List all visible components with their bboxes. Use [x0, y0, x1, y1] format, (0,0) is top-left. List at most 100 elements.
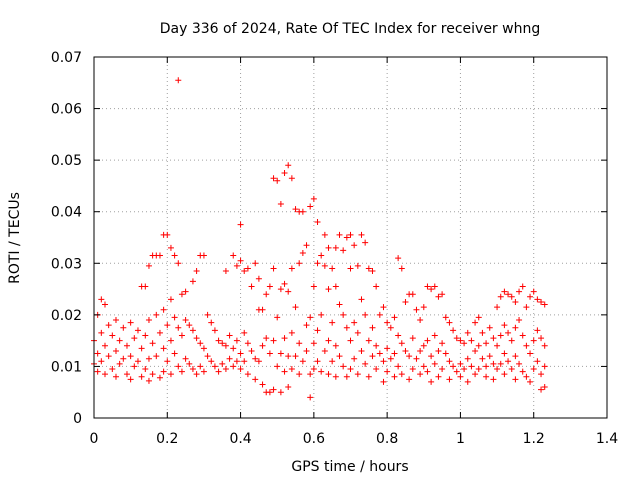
- x-tick-labels: 0 0.2 0.4 0.6 0.8 1 1.2 1.4: [90, 431, 619, 447]
- data-point: [248, 347, 255, 354]
- data-point: [281, 280, 288, 287]
- data-point: [508, 293, 515, 300]
- data-point: [307, 203, 314, 210]
- data-point: [222, 268, 229, 275]
- data-point: [241, 268, 248, 275]
- data-point: [296, 340, 303, 347]
- data-point: [310, 283, 317, 290]
- data-point: [299, 358, 306, 365]
- data-point: [310, 366, 317, 373]
- data-point: [538, 386, 545, 393]
- data-point: [182, 317, 189, 324]
- data-point: [446, 319, 453, 326]
- data-point: [160, 306, 167, 313]
- data-point: [512, 376, 519, 383]
- data-point: [475, 342, 482, 349]
- data-point: [160, 368, 167, 375]
- data-point: [442, 314, 449, 321]
- data-point: [109, 332, 116, 339]
- data-point: [530, 288, 537, 295]
- data-point: [288, 175, 295, 182]
- data-point: [248, 283, 255, 290]
- data-point: [420, 304, 427, 311]
- data-point: [402, 347, 409, 354]
- data-point: [376, 311, 383, 318]
- data-point: [490, 360, 497, 367]
- data-point: [303, 242, 310, 249]
- data-point: [409, 291, 416, 298]
- data-point: [153, 353, 160, 360]
- data-point: [288, 265, 295, 272]
- data-point: [164, 231, 171, 238]
- data-point: [252, 260, 259, 267]
- data-point: [343, 373, 350, 380]
- data-point: [314, 219, 321, 226]
- data-point: [453, 368, 460, 375]
- data-point: [142, 366, 149, 373]
- data-point: [457, 337, 464, 344]
- data-point: [134, 358, 141, 365]
- data-point: [145, 262, 152, 269]
- data-point: [175, 260, 182, 267]
- data-point: [303, 347, 310, 354]
- data-point: [446, 358, 453, 365]
- data-point: [252, 376, 259, 383]
- data-points: [91, 77, 548, 401]
- data-point: [483, 363, 490, 370]
- data-point: [131, 335, 138, 342]
- data-point: [116, 360, 123, 367]
- data-point: [171, 252, 178, 259]
- data-point: [193, 268, 200, 275]
- x-tick-label: 0.6: [303, 431, 325, 447]
- data-point: [351, 242, 358, 249]
- data-point: [219, 360, 226, 367]
- x-tick-label: 1.4: [596, 431, 618, 447]
- data-point: [483, 373, 490, 380]
- data-point: [307, 371, 314, 378]
- y-tick-label: 0.03: [51, 256, 82, 272]
- data-point: [215, 337, 222, 344]
- data-point: [530, 366, 537, 373]
- x-tick-label: 0.4: [229, 431, 251, 447]
- data-point: [134, 327, 141, 334]
- data-point: [501, 322, 508, 329]
- data-point: [457, 373, 464, 380]
- data-point: [270, 265, 277, 272]
- data-point: [398, 265, 405, 272]
- data-point: [417, 317, 424, 324]
- data-point: [494, 366, 501, 373]
- data-point: [464, 329, 471, 336]
- data-point: [233, 262, 240, 269]
- data-point: [270, 337, 277, 344]
- plot-frame: [93, 56, 608, 419]
- data-point: [112, 317, 119, 324]
- data-point: [222, 342, 229, 349]
- data-point: [112, 373, 119, 380]
- data-point: [175, 363, 182, 370]
- data-point: [417, 347, 424, 354]
- data-point: [428, 286, 435, 293]
- data-point: [153, 311, 160, 318]
- data-point: [105, 353, 112, 360]
- data-point: [211, 363, 218, 370]
- data-point: [384, 368, 391, 375]
- y-tick-label: 0.02: [51, 308, 82, 324]
- data-point: [204, 311, 211, 318]
- data-point: [167, 296, 174, 303]
- data-point: [101, 371, 108, 378]
- data-point: [391, 373, 398, 380]
- y-tick-label: 0.05: [51, 153, 82, 169]
- data-point: [505, 358, 512, 365]
- data-point: [178, 368, 185, 375]
- data-point: [285, 288, 292, 295]
- data-point: [145, 377, 152, 384]
- data-point: [450, 327, 457, 334]
- data-point: [178, 332, 185, 339]
- data-point: [325, 371, 332, 378]
- data-point: [343, 234, 350, 241]
- data-point: [391, 350, 398, 357]
- data-point: [332, 342, 339, 349]
- data-point: [428, 353, 435, 360]
- data-point: [237, 257, 244, 264]
